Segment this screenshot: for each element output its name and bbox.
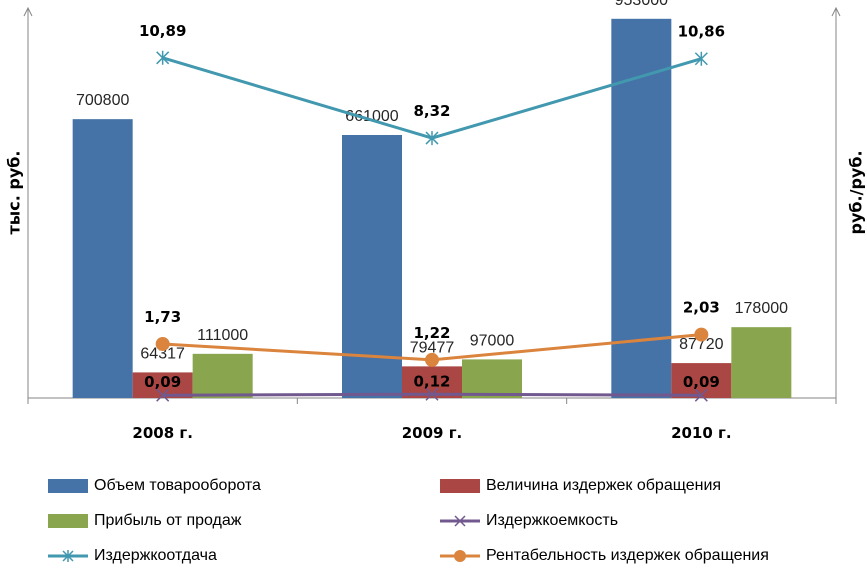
bar-data-label: 87720 [679,336,724,353]
line-point [425,387,439,401]
legend-item-profitability: Рентабельность издержек обращения [440,544,769,568]
line-point [155,336,170,351]
y-axis-title-left: тыс. руб. [4,150,24,235]
legend-item-cost-return: Издержкоотдача [48,544,217,568]
line-data-label: 8,32 [413,102,450,120]
legend-item-profit: Прибыль от продаж [48,509,241,533]
line-data-label: 0,09 [683,373,720,391]
bar-data-label: 111000 [197,327,248,344]
x-tick-label: 2009 г. [402,424,463,442]
bar-data-label: 79477 [410,339,455,356]
y-axis-right-arrow [831,6,841,17]
legend-item-costs: Величина издержек обращения [440,474,721,498]
legend-label-profitability: Рентабельность издержек обращения [486,547,769,564]
bar [72,119,133,398]
legend-label-costs: Величина издержек обращения [486,477,722,494]
line-data-label: 0,09 [144,373,181,391]
legend-swatch-profitability [440,550,480,562]
bar-data-label: 64317 [140,345,185,362]
line-point [425,352,439,367]
bar-data-label: 661000 [345,108,398,125]
legend-swatch-turnover [48,479,88,493]
legend-swatch-profit [48,514,88,528]
line-data-label: 1,73 [144,308,181,326]
legend-item-turnover: Объем товарооборота [48,474,261,498]
line-data-label: 10,89 [139,22,186,40]
line-point [425,131,439,146]
line-data-label: 0,12 [413,372,450,390]
legend-label-profit: Прибыль от продаж [94,512,242,529]
line-point [694,388,708,402]
line-data-label: 1,22 [413,324,450,342]
bar [402,366,462,398]
bar-data-label: 700800 [76,92,129,109]
line-data-label: 10,86 [678,23,725,41]
legend-label-cost-return: Издержкоотдача [94,547,217,564]
line-point [694,327,709,342]
line-point [156,50,170,65]
bar-data-label: 953000 [615,0,668,9]
line-point [694,51,708,66]
legend-swatch-cost-intensity [440,515,480,527]
bar [192,353,253,398]
x-tick-label: 2008 г. [132,424,193,442]
line-point [156,388,170,402]
x-tick-label: 2010 г. [671,424,732,442]
y-axis-left-arrow [23,6,33,17]
line-data-label: 2,03 [683,299,720,317]
bar [462,359,522,398]
legend-swatch-cost-return [48,550,88,562]
legend-label-cost-intensity: Издержкоемкость [486,512,619,529]
legend: Объем товарооборота Величина издержек об… [0,466,867,566]
legend-label-turnover: Объем товарооборота [94,477,261,494]
bar [731,327,792,398]
legend-item-cost-intensity: Издержкоемкость [440,509,618,533]
bar [671,363,732,398]
bar-data-label: 178000 [735,300,788,317]
y-axis-title-right: руб./руб. [846,150,866,235]
bar-data-label: 97000 [470,332,515,349]
legend-swatch-costs [440,479,480,493]
